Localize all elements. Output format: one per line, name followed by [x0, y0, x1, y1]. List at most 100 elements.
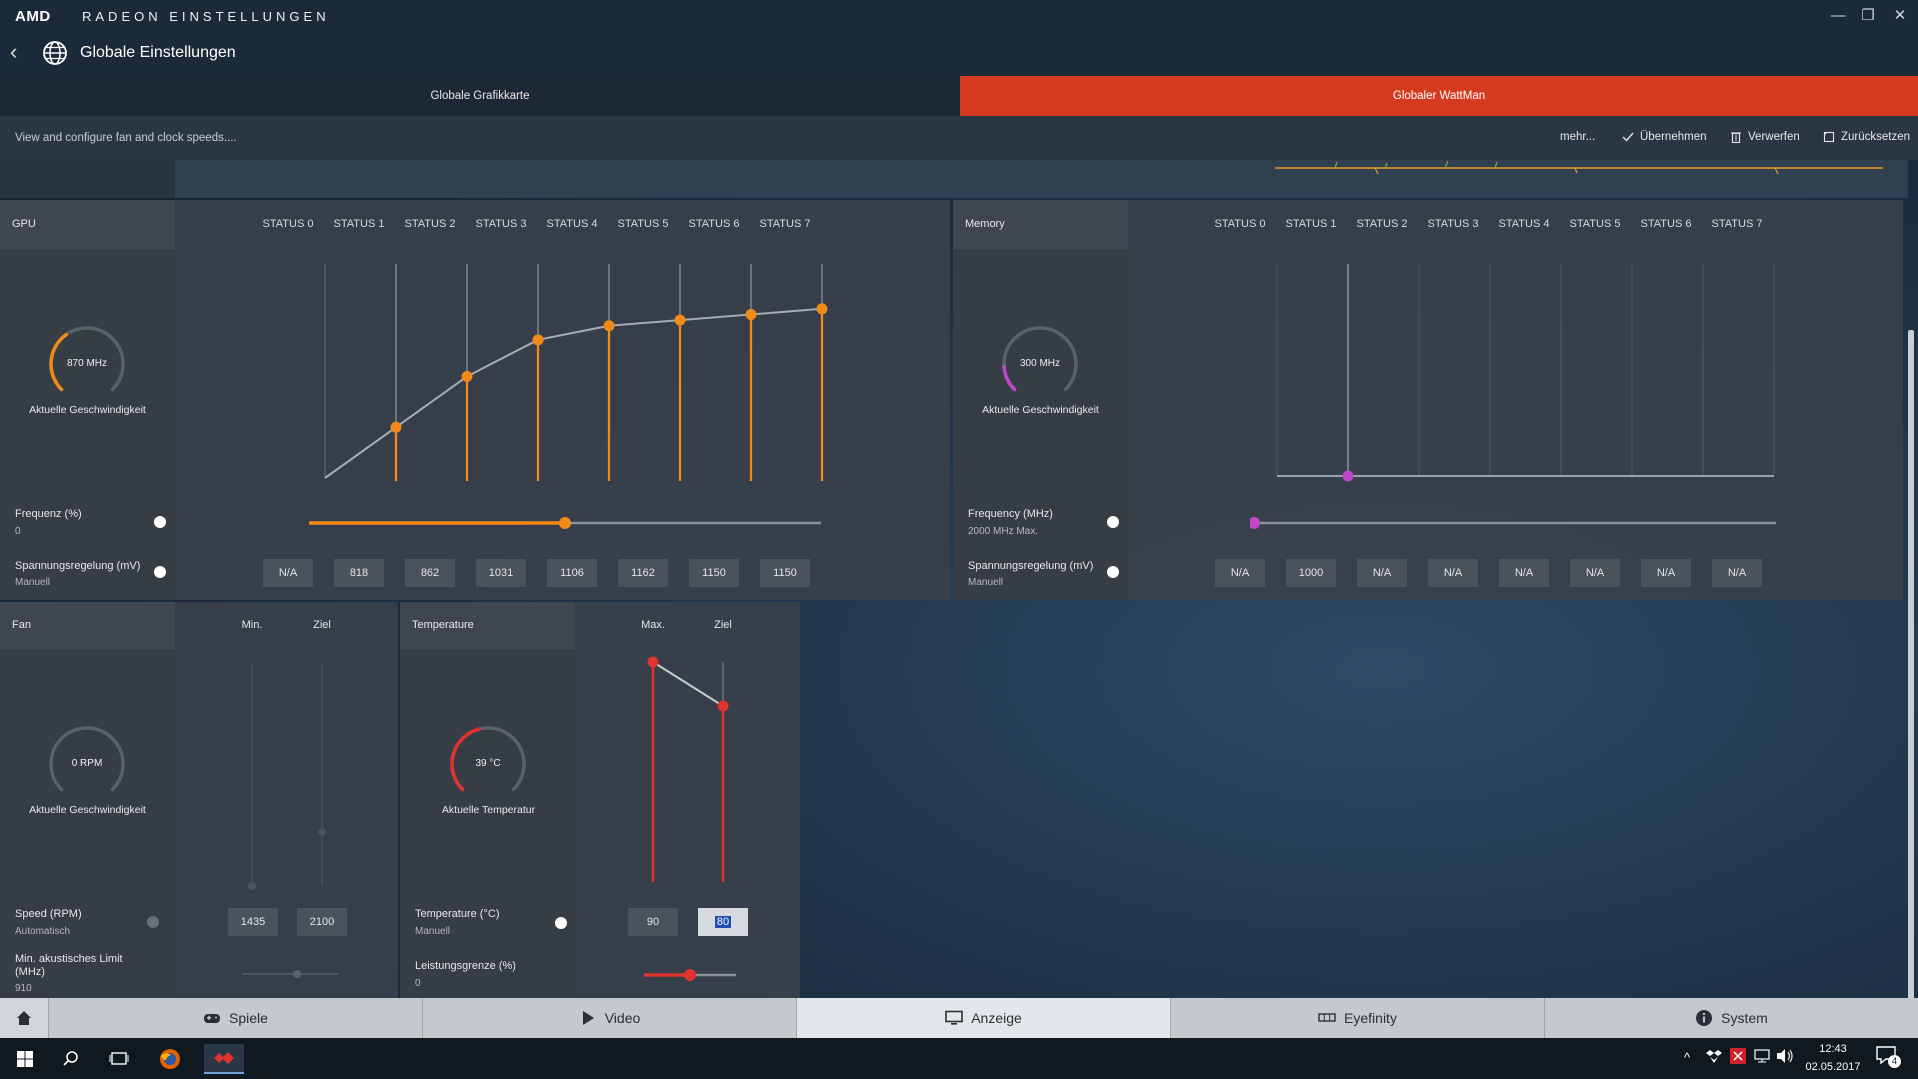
firefox-button[interactable]	[155, 1044, 185, 1074]
home-button[interactable]	[0, 998, 48, 1038]
memory-voltage-toggle[interactable]	[1107, 566, 1119, 578]
memory-state-header: STATUS 4	[1498, 218, 1550, 230]
gpu-voltage-box[interactable]: 1031	[476, 559, 526, 587]
gpu-voltage-box[interactable]: N/A	[263, 559, 313, 587]
gpu-state-header: STATUS 2	[404, 218, 456, 230]
memory-state-header: STATUS 5	[1569, 218, 1621, 230]
start-button[interactable]	[10, 1044, 40, 1074]
temperature-setting-mode: Manuell	[415, 926, 451, 937]
tray-chevron-icon[interactable]: ^	[1684, 1050, 1691, 1065]
tray-network-icon[interactable]	[1754, 1048, 1770, 1064]
nav-display-label: Anzeige	[971, 1010, 1022, 1026]
power-limit-slider[interactable]	[640, 964, 740, 984]
temperature-curve[interactable]	[630, 652, 750, 888]
gpu-voltage-values: N/A 818 862 1031 1106 1162 1150 1150	[263, 559, 848, 589]
temperature-header-cell	[400, 602, 575, 649]
action-center-button[interactable]: 4	[1876, 1046, 1902, 1070]
nav-display[interactable]: Anzeige	[796, 998, 1170, 1038]
tab-global-graphics[interactable]: Globale Grafikkarte	[0, 76, 960, 116]
memory-speed-gauge	[1002, 326, 1078, 392]
memory-voltage-box[interactable]: N/A	[1641, 559, 1691, 587]
state-point	[390, 421, 402, 433]
gpu-frequency-toggle[interactable]	[154, 516, 166, 528]
temperature-gauge-cell	[400, 650, 575, 896]
nav-games[interactable]: Spiele	[48, 998, 422, 1038]
fan-min-value[interactable]: 1435	[228, 908, 278, 936]
tray-dropbox-icon[interactable]	[1706, 1048, 1722, 1064]
memory-state-curve[interactable]	[1240, 250, 1800, 490]
fan-speed-toggle[interactable]	[147, 916, 159, 928]
gpu-frequency-slider[interactable]	[305, 512, 825, 534]
nav-eyefinity[interactable]: Eyefinity	[1170, 998, 1544, 1038]
temperature-target-input[interactable]: 80	[698, 908, 748, 936]
search-icon	[63, 1051, 78, 1066]
check-icon	[1622, 132, 1634, 142]
gpu-voltage-box[interactable]: 1162	[618, 559, 668, 587]
gpu-voltage-box[interactable]: 818	[334, 559, 384, 587]
scrollbar[interactable]	[1908, 330, 1914, 1000]
minimize-button[interactable]: —	[1830, 7, 1846, 24]
tray-volume-icon[interactable]	[1776, 1048, 1794, 1064]
memory-voltage-box[interactable]: N/A	[1712, 559, 1762, 587]
fan-target-header: Ziel	[313, 619, 331, 631]
nav-eyefinity-label: Eyefinity	[1344, 1010, 1397, 1026]
clock-time[interactable]: 12:43	[1819, 1043, 1847, 1055]
memory-gauge-cell	[953, 249, 1128, 497]
state-curve-line	[324, 307, 823, 479]
memory-voltage-box[interactable]: 1000	[1286, 559, 1336, 587]
nav-video[interactable]: Video	[422, 998, 796, 1038]
nav-video-label: Video	[604, 1010, 641, 1026]
search-button[interactable]	[56, 1044, 86, 1074]
volume-icon	[1777, 1049, 1793, 1063]
nav-system[interactable]: System	[1544, 998, 1918, 1038]
fan-speed-label: Aktuelle Geschwindigkeit	[29, 804, 146, 816]
memory-voltage-box[interactable]: N/A	[1215, 559, 1265, 587]
tray-radeon-icon[interactable]	[1730, 1048, 1746, 1064]
radeon-settings-taskbar-button[interactable]	[204, 1044, 244, 1074]
gpu-voltage-box[interactable]: 1150	[760, 559, 810, 587]
fan-acoustic-slider[interactable]	[240, 964, 340, 984]
memory-state-header: STATUS 6	[1640, 218, 1692, 230]
gpu-voltage-box[interactable]: 1106	[547, 559, 597, 587]
discard-button[interactable]: Verwerfen	[1730, 131, 1800, 143]
task-view-button[interactable]	[104, 1044, 134, 1074]
gpu-title: GPU	[12, 218, 36, 230]
fan-target-value[interactable]: 2100	[297, 908, 347, 936]
more-link[interactable]: mehr...	[1560, 131, 1595, 143]
gpu-voltage-toggle[interactable]	[154, 566, 166, 578]
temperature-label: Aktuelle Temperatur	[441, 804, 536, 816]
restore-button[interactable]: ❐	[1861, 7, 1875, 24]
memory-voltage-box[interactable]: N/A	[1428, 559, 1478, 587]
title-bar	[0, 0, 1918, 36]
reset-button[interactable]: Zurücksetzen	[1823, 131, 1910, 143]
fan-speed-cell	[0, 897, 175, 947]
memory-speed-value: 300 MHz	[1019, 358, 1060, 369]
network-icon	[1754, 1049, 1770, 1063]
memory-frequency-toggle[interactable]	[1107, 516, 1119, 528]
back-button[interactable]: ‹	[10, 39, 18, 64]
close-button[interactable]: ✕	[1893, 7, 1907, 24]
gamepad-icon	[204, 1014, 221, 1023]
temperature-max-header: Max.	[641, 619, 665, 631]
gpu-voltage-box[interactable]: 1150	[689, 559, 739, 587]
memory-voltage-box[interactable]: N/A	[1570, 559, 1620, 587]
tab-global-wattman[interactable]: Globaler WattMan	[960, 76, 1918, 116]
firefox-icon	[160, 1049, 180, 1069]
apply-button[interactable]: Übernehmen	[1622, 131, 1706, 143]
gpu-voltage-box[interactable]: 862	[405, 559, 455, 587]
gpu-state-header: STATUS 0	[262, 218, 314, 230]
clock-date[interactable]: 02.05.2017	[1805, 1061, 1861, 1073]
gpu-state-curve[interactable]	[288, 250, 848, 490]
apply-label: Übernehmen	[1640, 131, 1707, 143]
memory-frequency-slider[interactable]	[1250, 512, 1780, 534]
windows-taskbar	[0, 1038, 1918, 1079]
temperature-toggle[interactable]	[555, 917, 567, 929]
fan-curve[interactable]	[230, 660, 350, 890]
memory-voltage-box[interactable]: N/A	[1357, 559, 1407, 587]
gpu-gauge-cell	[0, 249, 175, 497]
memory-voltage-box[interactable]: N/A	[1499, 559, 1549, 587]
temperature-target-header: Ziel	[714, 619, 732, 631]
fan-acoustic-cell	[0, 948, 175, 998]
play-icon	[582, 1011, 594, 1025]
temperature-max-value[interactable]: 90	[628, 908, 678, 936]
